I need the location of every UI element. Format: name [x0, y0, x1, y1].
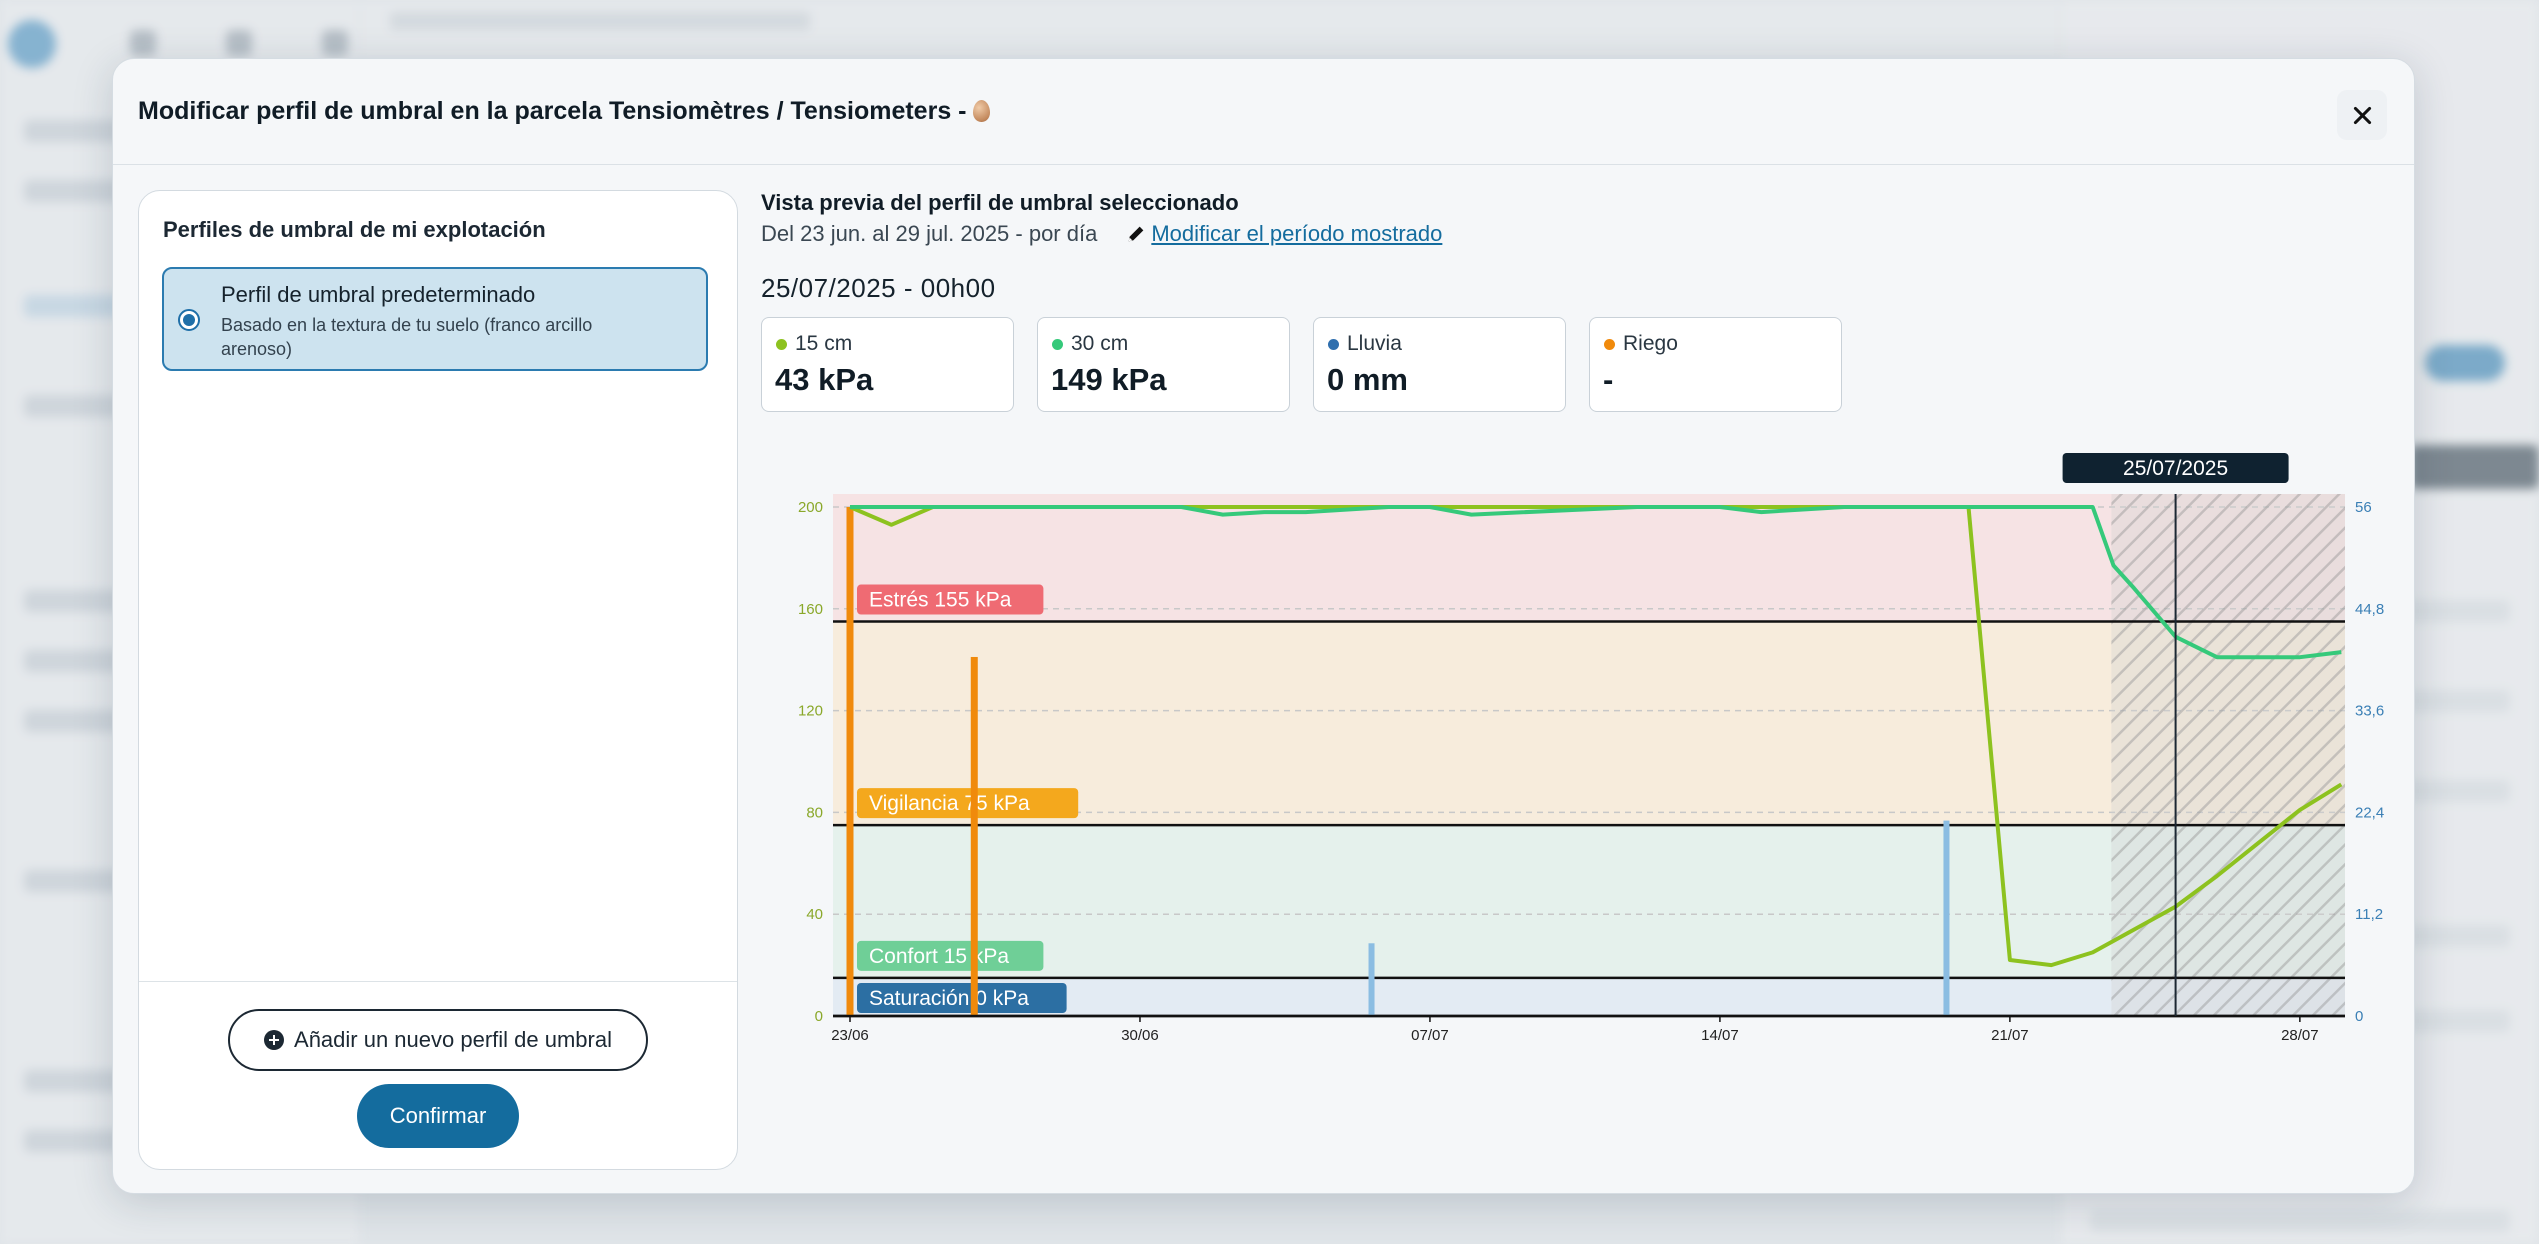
panel-divider	[139, 981, 737, 982]
metric-label-text: Lluvia	[1347, 332, 1402, 355]
irrigation-bar	[846, 507, 854, 1016]
tooltip-date: 25/07/2025	[2123, 457, 2228, 480]
irrigation-bar	[970, 656, 978, 1016]
metric-card-15cm: 15 cm 43 kPa	[761, 317, 1014, 412]
add-threshold-profile-button[interactable]: Añadir un nuevo perfil de umbral	[228, 1009, 648, 1071]
profile-title: Perfil de umbral predeterminado	[221, 282, 536, 307]
add-button-label: Añadir un nuevo perfil de umbral	[294, 1027, 612, 1052]
close-button[interactable]	[2337, 90, 2387, 140]
y-right-tick-label: 44,8	[2355, 601, 2384, 618]
y-left-tick-label: 160	[798, 601, 823, 618]
x-tick-label: 30/06	[1121, 1027, 1159, 1044]
threshold-chart[interactable]: Estrés 155 kPa Vigilancia 75 kPa Confort 1…	[761, 447, 2384, 1127]
threshold-label-bg	[857, 983, 1067, 1013]
metric-card-rain: Lluvia 0 mm	[1313, 317, 1566, 412]
threshold-profiles-panel: Perfiles de umbral de mi explotación Per…	[138, 190, 738, 1170]
y-right-tick-label: 33,6	[2355, 703, 2384, 720]
metric-label-text: Riego	[1623, 332, 1678, 355]
metric-value: -	[1603, 362, 1614, 397]
background-breadcrumb	[390, 12, 810, 30]
egg-icon	[972, 100, 990, 122]
selected-datetime: 25/07/2025 - 00h00	[761, 273, 996, 303]
x-tick-label: 07/07	[1411, 1027, 1449, 1044]
close-icon	[2352, 105, 2372, 125]
profile-radio[interactable]	[178, 309, 200, 331]
background-top-icons	[130, 30, 348, 56]
y-right-tick-label: 0	[2355, 1008, 2363, 1025]
threshold-zone	[833, 621, 2345, 826]
series-line	[850, 505, 2342, 660]
profile-subtitle: Basado en la textura de tu suelo (franco…	[221, 315, 593, 359]
rain-bar	[1943, 820, 1950, 1016]
modal-title: Modificar perfil de umbral en la parcela…	[138, 97, 990, 126]
metric-label: 30 cm	[1052, 332, 1128, 356]
period-text: Del 23 jun. al 29 jul. 2025 - por día	[761, 221, 1098, 246]
threshold-label: Estrés 155 kPa	[869, 589, 1012, 612]
y-left-tick-label: 80	[806, 804, 823, 821]
y-left-tick-label: 0	[815, 1008, 823, 1025]
x-tick-label: 14/07	[1701, 1027, 1739, 1044]
threshold-label-bg	[857, 584, 1044, 615]
chart-svg[interactable]: Estrés 155 kPa Vigilancia 75 kPa Confort 1…	[761, 447, 2384, 1127]
preview-heading: Vista previa del perfil de umbral selecc…	[761, 190, 1239, 215]
app-logo	[8, 20, 56, 68]
period-line: Del 23 jun. al 29 jul. 2025 - por día Mo…	[761, 221, 1442, 247]
plus-circle-icon	[264, 1030, 285, 1050]
rain-bar	[1368, 943, 1375, 1016]
metric-value: 0 mm	[1327, 362, 1408, 397]
threshold-label-bg	[857, 940, 1044, 971]
background-toggle	[2425, 345, 2505, 381]
metric-card-irrigation: Riego -	[1589, 317, 1842, 412]
metric-card-30cm: 30 cm 149 kPa	[1037, 317, 1290, 412]
y-right-tick-label: 11,2	[2355, 906, 2383, 923]
tooltip-bg	[2062, 453, 2289, 483]
pencil-icon[interactable]	[1125, 223, 1147, 245]
metric-label-text: 30 cm	[1071, 332, 1129, 355]
profiles-heading: Perfiles de umbral de mi explotación	[163, 217, 546, 242]
threshold-label: Vigilancia 75 kPa	[869, 792, 1030, 815]
threshold-profile-modal: Modificar perfil de umbral en la parcela…	[112, 58, 2415, 1194]
metric-label: Riego	[1604, 332, 1678, 356]
threshold-zone	[833, 977, 2345, 1016]
series-dot-icon	[1604, 338, 1615, 350]
y-left-tick-label: 40	[806, 906, 823, 923]
threshold-label: Confort 15 kPa	[869, 945, 1009, 968]
y-right-tick-label: 22,4	[2355, 804, 2384, 821]
y-left-tick-label: 200	[798, 499, 823, 516]
modal-header: Modificar perfil de umbral en la parcela…	[113, 59, 2414, 165]
background-row	[2090, 1210, 2510, 1232]
x-tick-label: 28/07	[2281, 1027, 2319, 1044]
x-tick-label: 23/06	[831, 1027, 869, 1044]
series-dot-icon	[1052, 338, 1063, 350]
threshold-label: Saturación 0 kPa	[869, 987, 1029, 1010]
metric-label: 15 cm	[776, 332, 852, 356]
background-dark-button	[2410, 445, 2539, 489]
x-tick-label: 21/07	[1991, 1027, 2029, 1044]
threshold-zone	[833, 494, 2345, 622]
metric-label: Lluvia	[1328, 332, 1402, 356]
profile-option-default[interactable]: Perfil de umbral predeterminado Basado e…	[162, 267, 708, 371]
threshold-label-bg	[857, 788, 1079, 819]
y-right-tick-label: 56	[2355, 499, 2372, 516]
series-dot-icon	[776, 338, 787, 350]
y-left-tick-label: 120	[798, 703, 823, 720]
confirm-button[interactable]: Confirmar	[357, 1084, 519, 1148]
modal-title-text: Modificar perfil de umbral en la parcela…	[138, 97, 967, 125]
metric-value: 149 kPa	[1051, 362, 1167, 397]
metric-value: 43 kPa	[775, 362, 874, 397]
forecast-hatch	[2111, 494, 2345, 1016]
metric-label-text: 15 cm	[795, 332, 853, 355]
modify-period-link[interactable]: Modificar el período mostrado	[1151, 221, 1443, 246]
series-dot-icon	[1328, 338, 1339, 350]
